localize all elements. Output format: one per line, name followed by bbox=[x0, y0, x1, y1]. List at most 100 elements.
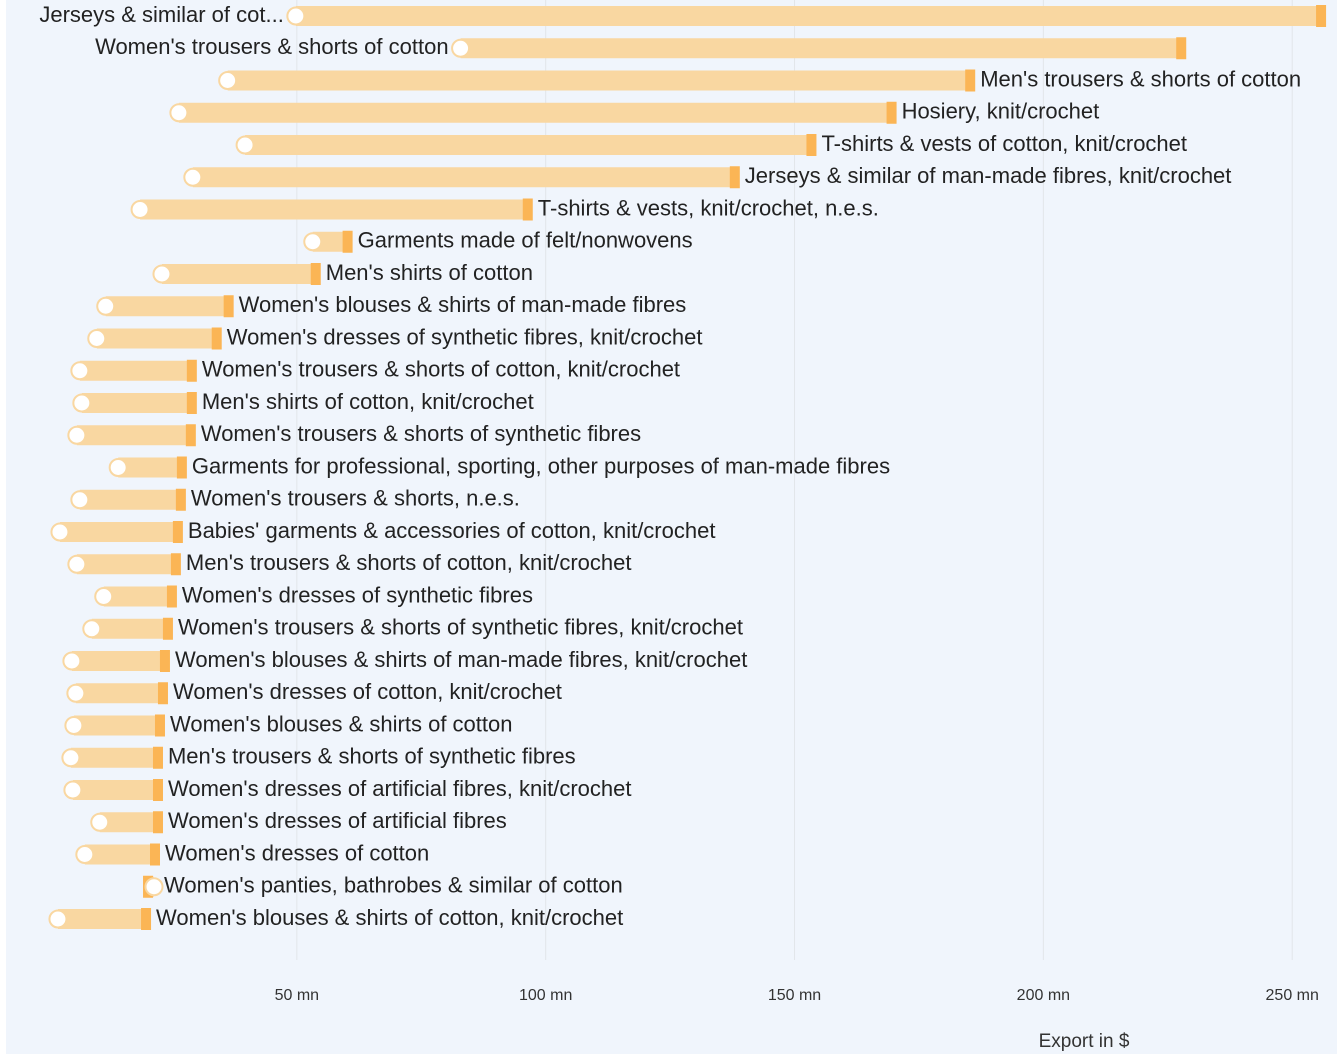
category-label: Garments for professional, sporting, oth… bbox=[192, 453, 890, 478]
end-marker bbox=[150, 843, 161, 866]
range-bar bbox=[161, 264, 316, 284]
start-marker bbox=[90, 812, 110, 832]
category-label: Men's shirts of cotton, knit/crochet bbox=[202, 389, 534, 414]
start-marker bbox=[64, 716, 84, 735]
range-bar bbox=[76, 554, 176, 575]
start-marker bbox=[144, 877, 164, 897]
start-marker bbox=[82, 619, 102, 639]
range-bar bbox=[295, 6, 1322, 26]
end-marker bbox=[886, 101, 897, 124]
range-bar bbox=[245, 135, 812, 155]
start-marker bbox=[94, 587, 114, 606]
category-label: Women's trousers & shorts, n.e.s. bbox=[191, 486, 520, 511]
x-tick-label: 200 mn bbox=[1017, 987, 1070, 1004]
start-marker bbox=[48, 909, 68, 929]
range-bar bbox=[70, 747, 158, 768]
category-label: Women's dresses of cotton bbox=[165, 840, 429, 865]
range-bar bbox=[91, 618, 168, 639]
start-marker bbox=[72, 393, 92, 413]
x-tick-label: 150 mn bbox=[768, 987, 821, 1004]
range-bar bbox=[79, 360, 192, 381]
category-label: T-shirts & vests of cotton, knit/crochet bbox=[821, 131, 1187, 156]
category-label: Jerseys & similar of man-made fibres, kn… bbox=[745, 163, 1232, 188]
end-marker bbox=[159, 650, 170, 672]
range-bar bbox=[103, 586, 172, 607]
start-marker bbox=[218, 71, 238, 90]
x-axis-label: Export in $ bbox=[1039, 1031, 1130, 1052]
start-marker bbox=[286, 6, 306, 26]
range-bar bbox=[79, 489, 181, 510]
end-marker bbox=[162, 617, 173, 640]
range-bar bbox=[192, 167, 735, 188]
start-marker bbox=[62, 651, 82, 671]
start-marker bbox=[169, 103, 189, 123]
start-marker bbox=[451, 38, 471, 58]
category-label: Jerseys & similar of cot... bbox=[39, 2, 284, 27]
end-marker bbox=[310, 263, 321, 285]
category-label: Garments made of felt/nonwovens bbox=[358, 228, 693, 253]
range-bar bbox=[76, 425, 191, 446]
start-marker bbox=[87, 329, 107, 348]
grid bbox=[296, 0, 1293, 960]
start-marker bbox=[70, 490, 90, 510]
category-label: Women's trousers & shorts of synthetic f… bbox=[201, 421, 641, 446]
start-marker bbox=[67, 425, 87, 445]
range-bar bbox=[84, 844, 156, 865]
end-marker bbox=[157, 682, 168, 705]
start-marker bbox=[235, 135, 255, 155]
range-bar bbox=[105, 296, 229, 317]
start-marker bbox=[63, 780, 83, 800]
end-marker bbox=[1316, 5, 1327, 27]
range-bar bbox=[57, 909, 147, 929]
start-marker bbox=[67, 554, 87, 574]
start-marker bbox=[152, 264, 172, 284]
end-marker bbox=[522, 198, 533, 221]
category-label: Women's trousers & shorts of synthetic f… bbox=[178, 615, 743, 640]
range-bar bbox=[81, 393, 192, 413]
start-marker bbox=[303, 232, 323, 252]
start-marker bbox=[183, 167, 203, 187]
category-label: Women's dresses of cotton, knit/crochet bbox=[173, 679, 562, 704]
category-label: Women's blouses & shirts of cotton, knit… bbox=[156, 905, 623, 930]
category-label: Men's trousers & shorts of cotton bbox=[980, 66, 1301, 91]
start-marker bbox=[75, 845, 95, 864]
x-tick-label: 100 mn bbox=[519, 987, 572, 1004]
end-marker bbox=[176, 456, 187, 479]
category-label: Women's blouses & shirts of man-made fib… bbox=[239, 292, 687, 317]
category-label: Women's blouses & shirts of man-made fib… bbox=[175, 647, 747, 672]
end-marker bbox=[965, 69, 976, 92]
range-bar bbox=[96, 328, 217, 349]
end-marker bbox=[152, 811, 163, 834]
category-label: Women's dresses of synthetic fibres, kni… bbox=[227, 324, 703, 349]
end-marker bbox=[211, 327, 222, 350]
category-label: Women's dresses of artificial fibres, kn… bbox=[168, 776, 632, 801]
start-marker bbox=[61, 748, 81, 768]
category-label: Babies' garments & accessories of cotton… bbox=[188, 518, 716, 543]
start-marker bbox=[130, 200, 150, 219]
range-bar bbox=[140, 199, 528, 220]
start-marker bbox=[96, 296, 116, 316]
category-label: Women's trousers & shorts of cotton bbox=[95, 34, 449, 59]
x-tick-label: 50 mn bbox=[275, 987, 319, 1004]
range-bar bbox=[312, 231, 348, 252]
end-marker bbox=[154, 714, 165, 737]
end-marker bbox=[141, 908, 152, 930]
category-label: Women's dresses of synthetic fibres bbox=[182, 582, 533, 607]
end-marker bbox=[175, 488, 186, 511]
end-marker bbox=[729, 166, 740, 189]
category-label: Women's dresses of artificial fibres bbox=[168, 808, 507, 833]
start-marker bbox=[50, 522, 70, 542]
start-marker bbox=[108, 458, 128, 477]
x-tick-label: 250 mn bbox=[1266, 987, 1319, 1004]
range-bar bbox=[460, 38, 1182, 59]
end-marker bbox=[152, 779, 163, 801]
category-label: T-shirts & vests, knit/crochet, n.e.s. bbox=[538, 195, 879, 220]
end-marker bbox=[172, 521, 183, 543]
end-marker bbox=[186, 392, 197, 414]
category-label: Hosiery, knit/crochet bbox=[902, 99, 1100, 124]
end-marker bbox=[1176, 37, 1187, 60]
category-label: Women's blouses & shirts of cotton bbox=[170, 711, 513, 736]
start-marker bbox=[70, 361, 90, 381]
end-marker bbox=[185, 424, 196, 447]
